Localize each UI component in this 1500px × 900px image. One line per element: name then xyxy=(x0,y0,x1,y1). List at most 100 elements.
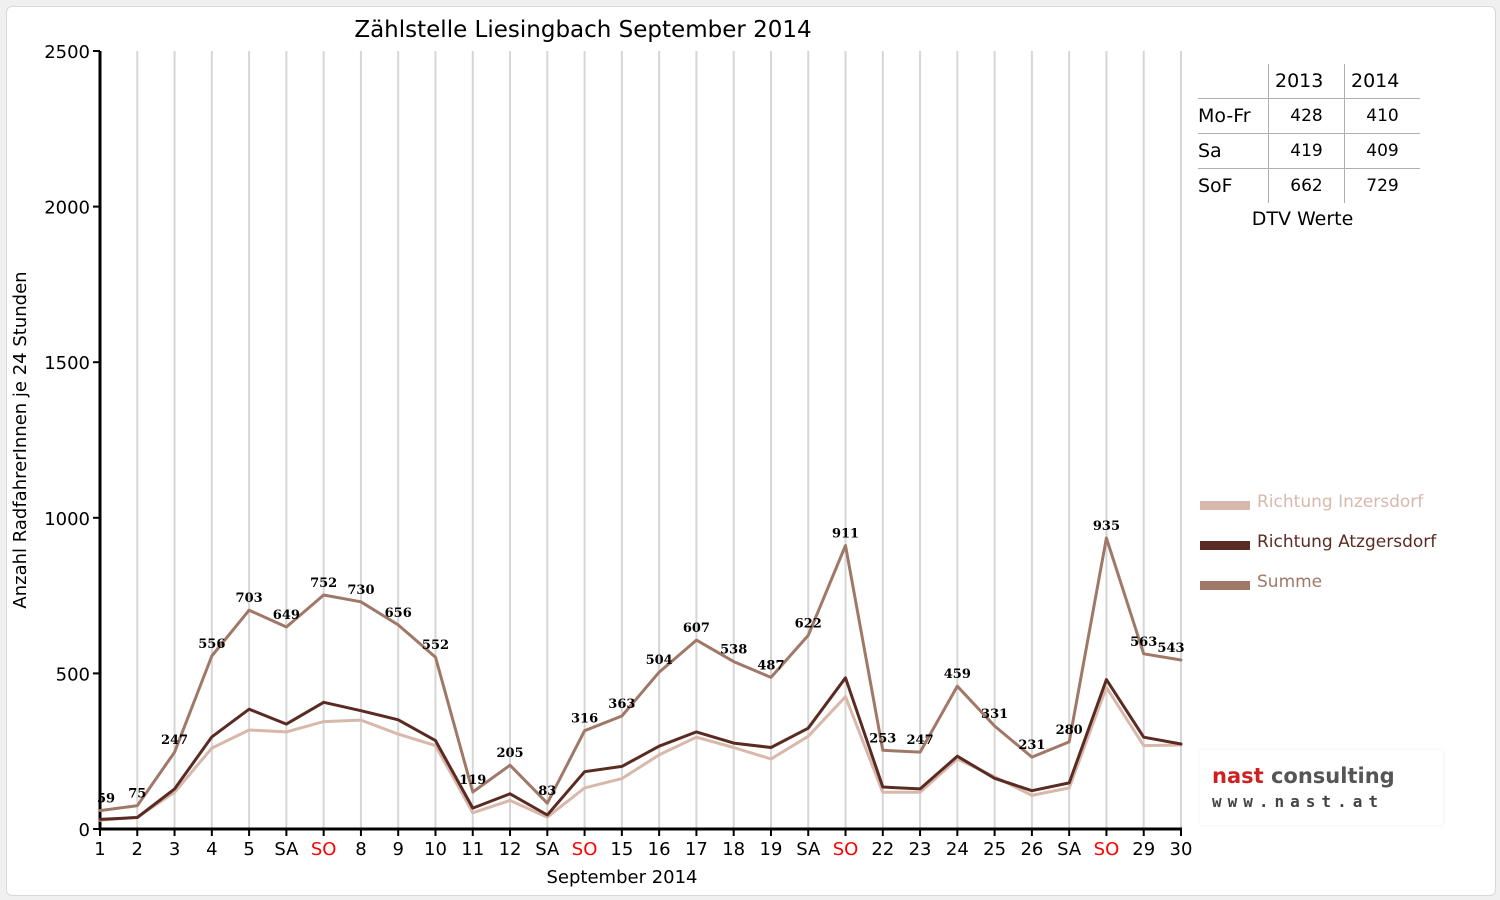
dtv-row: SoF 662 729 xyxy=(1198,168,1420,203)
data-label: 703 xyxy=(236,591,263,606)
data-label: 459 xyxy=(944,667,971,682)
logo-name: nast consulting xyxy=(1212,764,1395,788)
series-layer xyxy=(98,536,1183,822)
data-label: 363 xyxy=(608,697,635,712)
legend-label: Richtung Atzgersdorf xyxy=(1257,532,1437,552)
x-tick-label: SA xyxy=(274,839,299,860)
data-label: 752 xyxy=(310,576,337,591)
y-tick-label: 2500 xyxy=(44,42,90,63)
dtv-value: 410 xyxy=(1344,98,1420,134)
company-logo: nast consulting www.nast.at xyxy=(1200,750,1443,825)
y-tick-label: 2000 xyxy=(44,198,90,219)
dtv-year-2013: 2013 xyxy=(1268,64,1345,99)
dtv-value: 729 xyxy=(1344,168,1420,203)
legend-swatch xyxy=(1200,501,1250,510)
dtv-row-label: SoF xyxy=(1198,168,1269,203)
logo-url: www.nast.at xyxy=(1212,792,1384,811)
data-label: 504 xyxy=(646,653,673,668)
x-tick-label: 11 xyxy=(461,839,484,860)
data-label: 552 xyxy=(422,638,449,653)
data-label: 83 xyxy=(538,784,556,799)
data-label: 205 xyxy=(496,746,523,761)
data-label: 119 xyxy=(459,773,486,788)
x-tick-label: SA xyxy=(796,839,821,860)
series-line xyxy=(98,676,1183,821)
dtv-row: Mo-Fr 428 410 xyxy=(1198,98,1420,134)
data-label: 730 xyxy=(347,583,374,598)
x-tick-label: 15 xyxy=(610,839,633,860)
x-tick-label: SO xyxy=(1094,839,1120,860)
data-label: 911 xyxy=(832,526,859,541)
y-tick-label: 500 xyxy=(56,664,90,685)
dtv-row: Sa 419 409 xyxy=(1198,133,1420,169)
dtv-header-row: 2013 2014 xyxy=(1198,64,1420,99)
legend-swatch xyxy=(1200,581,1250,590)
x-tick-label: 17 xyxy=(685,839,708,860)
x-tick-label: 23 xyxy=(909,839,932,860)
data-labels: 59 75 247 556 703 649 752 730 656 552 119 205 83 316 3… xyxy=(97,519,1185,807)
data-label: 231 xyxy=(1018,738,1045,753)
x-tick-label: 8 xyxy=(355,839,366,860)
data-label: 607 xyxy=(683,621,710,636)
dtv-row-label: Mo-Fr xyxy=(1198,98,1269,134)
x-tick-label: 22 xyxy=(871,839,894,860)
x-tick-label: 25 xyxy=(983,839,1006,860)
data-label: 75 xyxy=(128,787,146,802)
x-tick-label: SA xyxy=(1057,839,1082,860)
data-label: 59 xyxy=(97,792,115,807)
y-axis-title: Anzahl RadfahrerInnen je 24 Stunden xyxy=(10,271,31,608)
x-tick-label: 2 xyxy=(132,839,143,860)
logo-name-part2: consulting xyxy=(1270,764,1395,788)
y-tick-label: 0 xyxy=(79,820,90,841)
x-tick-label: 30 xyxy=(1170,839,1193,860)
data-label: 487 xyxy=(757,658,784,673)
x-tick-label: 4 xyxy=(206,839,217,860)
data-label: 649 xyxy=(273,608,300,623)
dtv-value: 428 xyxy=(1268,98,1345,134)
grid xyxy=(136,51,1182,829)
data-label: 331 xyxy=(981,707,1008,722)
x-tick-label: 29 xyxy=(1132,839,1155,860)
legend-swatch xyxy=(1200,541,1250,550)
x-tick-label: 18 xyxy=(722,839,745,860)
data-label: 935 xyxy=(1093,519,1120,534)
data-label: 316 xyxy=(571,712,598,727)
dtv-value: 409 xyxy=(1344,133,1420,169)
x-tick-label: SO xyxy=(572,839,598,860)
x-tick-label: 10 xyxy=(424,839,447,860)
x-tick-label: SO xyxy=(311,839,337,860)
data-label: 247 xyxy=(906,733,933,748)
legend-label: Richtung Inzersdorf xyxy=(1257,492,1424,512)
data-label: 247 xyxy=(161,733,188,748)
legend-label: Summe xyxy=(1257,572,1323,592)
x-tick-label: 12 xyxy=(499,839,522,860)
data-label: 538 xyxy=(720,643,747,658)
data-label: 556 xyxy=(198,637,225,652)
y-tick-label: 1000 xyxy=(44,509,90,530)
x-axis-title: September 2014 xyxy=(546,867,697,888)
x-tick-label: SA xyxy=(535,839,560,860)
data-label: 543 xyxy=(1157,641,1184,656)
data-label: 656 xyxy=(385,606,412,621)
chart-title: Zählstelle Liesingbach September 2014 xyxy=(354,17,811,43)
x-tick-label: 16 xyxy=(648,839,671,860)
x-tick-label: SO xyxy=(833,839,859,860)
dtv-caption: DTV Werte xyxy=(1251,208,1354,230)
x-tick-label: 19 xyxy=(760,839,783,860)
dtv-value: 662 xyxy=(1268,168,1345,203)
data-label: 253 xyxy=(869,731,896,746)
series-line xyxy=(98,685,1183,822)
data-label: 280 xyxy=(1056,723,1083,738)
data-label: 622 xyxy=(795,616,822,631)
series-line xyxy=(98,536,1183,813)
y-tick-label: 1500 xyxy=(44,353,90,374)
dtv-row-label: Sa xyxy=(1198,133,1269,169)
x-tick-label: 9 xyxy=(392,839,403,860)
dtv-value: 419 xyxy=(1268,133,1345,169)
dtv-year-2014: 2014 xyxy=(1344,64,1420,99)
x-tick-label: 5 xyxy=(243,839,254,860)
x-tick-label: 3 xyxy=(169,839,180,860)
dtv-table: 2013 2014 Mo-Fr 428 410 Sa 419 409 SoF 6… xyxy=(1198,64,1420,203)
